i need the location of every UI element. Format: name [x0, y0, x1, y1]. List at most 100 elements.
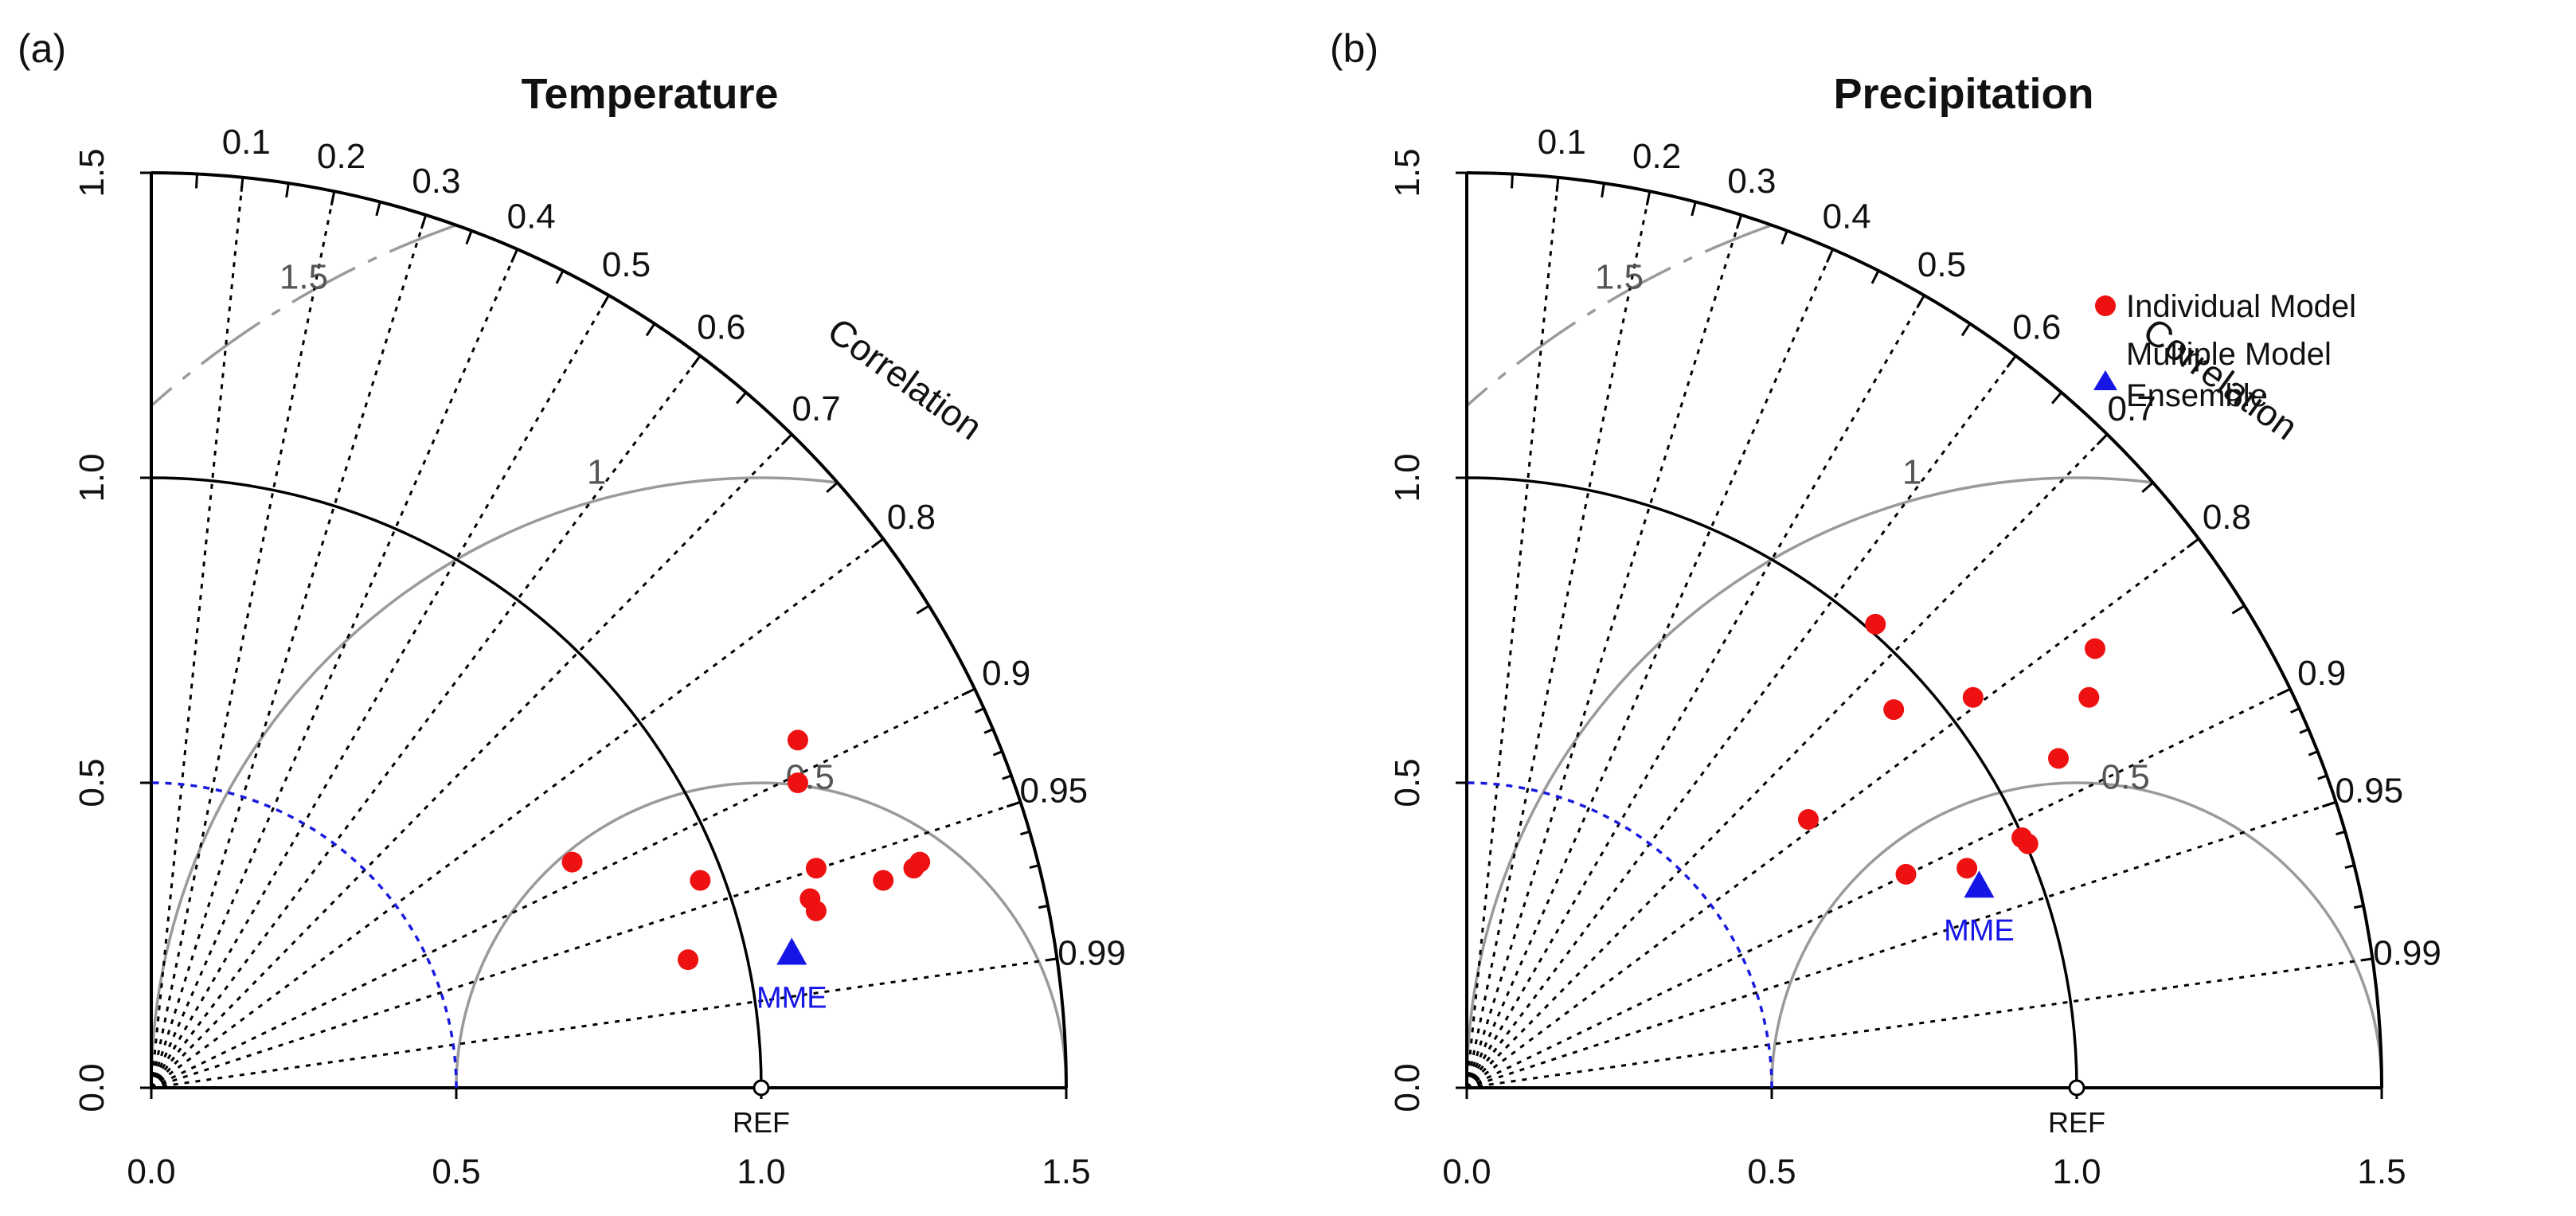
correlation-tick-label: 0.1 [1538, 123, 1586, 162]
correlation-ray [1465, 248, 1834, 1089]
legend-mme-label-line2: Ensemble [2126, 378, 2268, 413]
correlation-minor-tick [2290, 707, 2300, 714]
correlation-ray [1465, 433, 2109, 1089]
individual-model-point [690, 870, 711, 891]
rmsd-arc [1770, 781, 2383, 1089]
correlation-tick [916, 604, 930, 615]
correlation-tick-label: 0.2 [1632, 137, 1681, 176]
reference-sd-arc [150, 476, 763, 1089]
rmsd-label: 0.5 [2101, 758, 2150, 797]
ref-label: REF [2048, 1106, 2105, 1139]
axis-frame [150, 171, 1068, 1089]
individual-model-point [787, 729, 808, 751]
panel-label: (a) [18, 26, 66, 71]
correlation-minor-tick [1010, 800, 1022, 807]
correlation-tick [600, 295, 610, 309]
correlation-tick [961, 687, 975, 697]
y-tick-label: 0.5 [1388, 758, 1427, 807]
individual-model-point [787, 772, 808, 793]
correlation-minor-tick [2344, 864, 2355, 870]
correlation-tick-label: 0.7 [792, 389, 841, 428]
correlation-ray [150, 800, 1022, 1089]
x-tick-label: 1.0 [737, 1152, 785, 1191]
correlation-minor-tick [1029, 864, 1039, 870]
correlation-tick-label: 0.4 [507, 197, 556, 237]
correlation-tick [330, 190, 336, 206]
correlation-labels: 0.1 0.2 0.3 0.4 0.5 0.6 0.7 0.8 0.9 0.95 0.99 [1538, 123, 2441, 973]
individual-model-point [2084, 638, 2105, 659]
correlation-tick-label: 0.3 [1727, 162, 1776, 201]
correlation-ray [1465, 177, 1560, 1089]
reference-sd-arc [1466, 476, 2078, 1089]
correlation-tick [645, 323, 656, 337]
mme-point [1964, 870, 1995, 898]
correlation-minor-tick [975, 707, 985, 714]
ref-label: REF [733, 1106, 790, 1139]
correlation-ray [1466, 538, 2200, 1089]
correlation-tick-label: 0.95 [2336, 771, 2404, 810]
correlation-minor-tick [1038, 904, 1049, 909]
correlation-tick [285, 182, 290, 198]
correlation-tick-label: 0.4 [1823, 197, 1871, 237]
correlation-ray [150, 214, 428, 1089]
ref-marker [2068, 1079, 2085, 1097]
correlation-tick [375, 201, 381, 217]
correlation-minor-tick [2308, 750, 2319, 757]
correlation-minor-tick [1047, 957, 1057, 962]
correlation-tick [465, 230, 473, 245]
correlation-tick [826, 481, 838, 494]
correlation-tick [510, 248, 518, 264]
correlation-ray [150, 538, 885, 1089]
legend-mme-label-line1: Multiple Model [2126, 337, 2332, 372]
rmsd-label: 1.5 [279, 258, 328, 297]
correlation-minor-tick [2326, 800, 2337, 807]
correlation-tick [1691, 201, 1697, 217]
rmsd-arcs [1465, 224, 2383, 1089]
correlation-tick [2186, 538, 2200, 549]
legend-mme-marker [2093, 370, 2117, 390]
correlation-tick-label: 0.7 [2108, 389, 2156, 428]
correlation-tick [1735, 214, 1743, 229]
correlation-minor-tick [2363, 957, 2373, 962]
correlation-tick-label: 0.2 [317, 137, 365, 176]
correlation-ray [1465, 214, 1743, 1089]
tick-marks [1511, 174, 2373, 962]
rmsd-label: 1.5 [1595, 258, 1644, 297]
reference-point: REF [733, 1079, 790, 1139]
individual-model-point [873, 870, 894, 891]
correlation-tick-label: 0.95 [1020, 771, 1089, 810]
individual-model-point [2048, 748, 2070, 769]
correlation-ray [150, 295, 610, 1089]
individual-model-point [561, 851, 583, 873]
correlation-ray [150, 190, 336, 1089]
mme-marker: MME [1944, 870, 2015, 948]
correlation-tick-label: 0.5 [1917, 245, 1966, 284]
y-tick-label: 0.5 [72, 758, 111, 807]
individual-model-point [909, 851, 931, 873]
correlation-minor-tick [2353, 904, 2364, 909]
model-points [561, 729, 931, 971]
half-sd-arc [150, 781, 458, 1089]
individual-model-point [1956, 858, 1978, 879]
legend: Individual Model Multiple Model Ensemble [2093, 289, 2356, 413]
correlation-ray [1466, 800, 2337, 1089]
reference-point: REF [2048, 1079, 2105, 1139]
correlation-ray [1465, 190, 1652, 1089]
correlation-tick-label: 0.3 [412, 162, 460, 201]
correlation-ray [1466, 687, 2291, 1089]
individual-model-point [2078, 686, 2100, 708]
correlation-tick-label: 0.6 [2012, 308, 2061, 347]
correlation-tick [1916, 295, 1925, 309]
correlation-tick-label: 0.9 [2297, 654, 2346, 693]
correlation-tick [1960, 323, 1972, 337]
correlation-tick [555, 270, 565, 284]
individual-model-point [2017, 833, 2039, 854]
mme-label: MME [756, 981, 827, 1015]
y-axis-ticks: 0.0 0.5 1.0 1.5 [72, 148, 151, 1112]
correlation-minor-tick [1002, 774, 1012, 780]
correlation-tick [420, 214, 428, 229]
correlation-ray [150, 177, 244, 1089]
correlation-ray [1465, 354, 2017, 1089]
